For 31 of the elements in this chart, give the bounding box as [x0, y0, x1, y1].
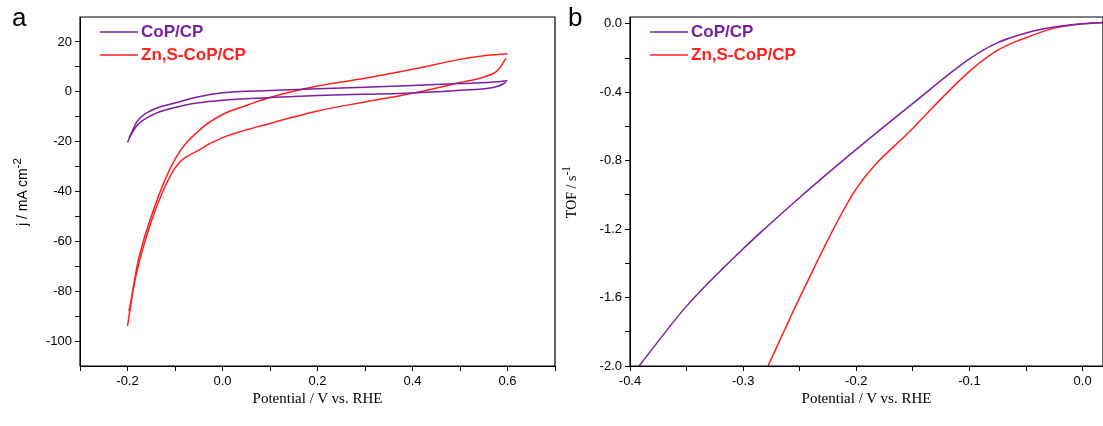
y-tick-label: -1.6 [599, 289, 622, 305]
x-axis-title: Potential / V vs. RHE [801, 390, 932, 407]
x-tick-label: -0.1 [958, 373, 981, 389]
text: b [568, 2, 583, 33]
legend-label: Zn,S-CoP/CP [141, 44, 246, 64]
text: a [12, 2, 27, 33]
legend-label: CoP/CP [141, 21, 204, 41]
y-tick-label: -40 [53, 183, 72, 199]
y-tick-label: -1.2 [599, 220, 622, 236]
x-tick-label: 0.2 [308, 373, 327, 389]
x-tick-label: 0.6 [498, 373, 517, 389]
y-tick-label: -2.0 [599, 357, 622, 373]
x-tick-label: -0.2 [845, 373, 868, 389]
x-tick-label: 0.0 [1073, 373, 1092, 389]
y-tick-label: 20 [57, 33, 72, 49]
x-tick-label: -0.3 [731, 373, 755, 389]
x-tick-label: 0.4 [403, 373, 422, 389]
legend-label: Zn,S-CoP/CP [691, 44, 796, 64]
x-tick-label: -0.4 [618, 373, 642, 389]
y-tick-label: 0 [64, 83, 72, 99]
x-tick-label: 0.0 [213, 373, 232, 389]
x-axis-title: Potential / V vs. RHE [252, 390, 383, 407]
y-tick-label: -0.8 [599, 152, 622, 168]
y-tick-label: -0.4 [599, 83, 622, 99]
y-tick-label: 0.0 [603, 15, 622, 31]
x-tick-label: -0.2 [116, 373, 139, 389]
legend-label: CoP/CP [691, 21, 754, 41]
y-tick-label: -60 [53, 232, 72, 248]
y-tick-label: -100 [45, 332, 72, 348]
y-tick-label: -80 [53, 282, 72, 298]
y-tick-label: -20 [53, 133, 72, 149]
